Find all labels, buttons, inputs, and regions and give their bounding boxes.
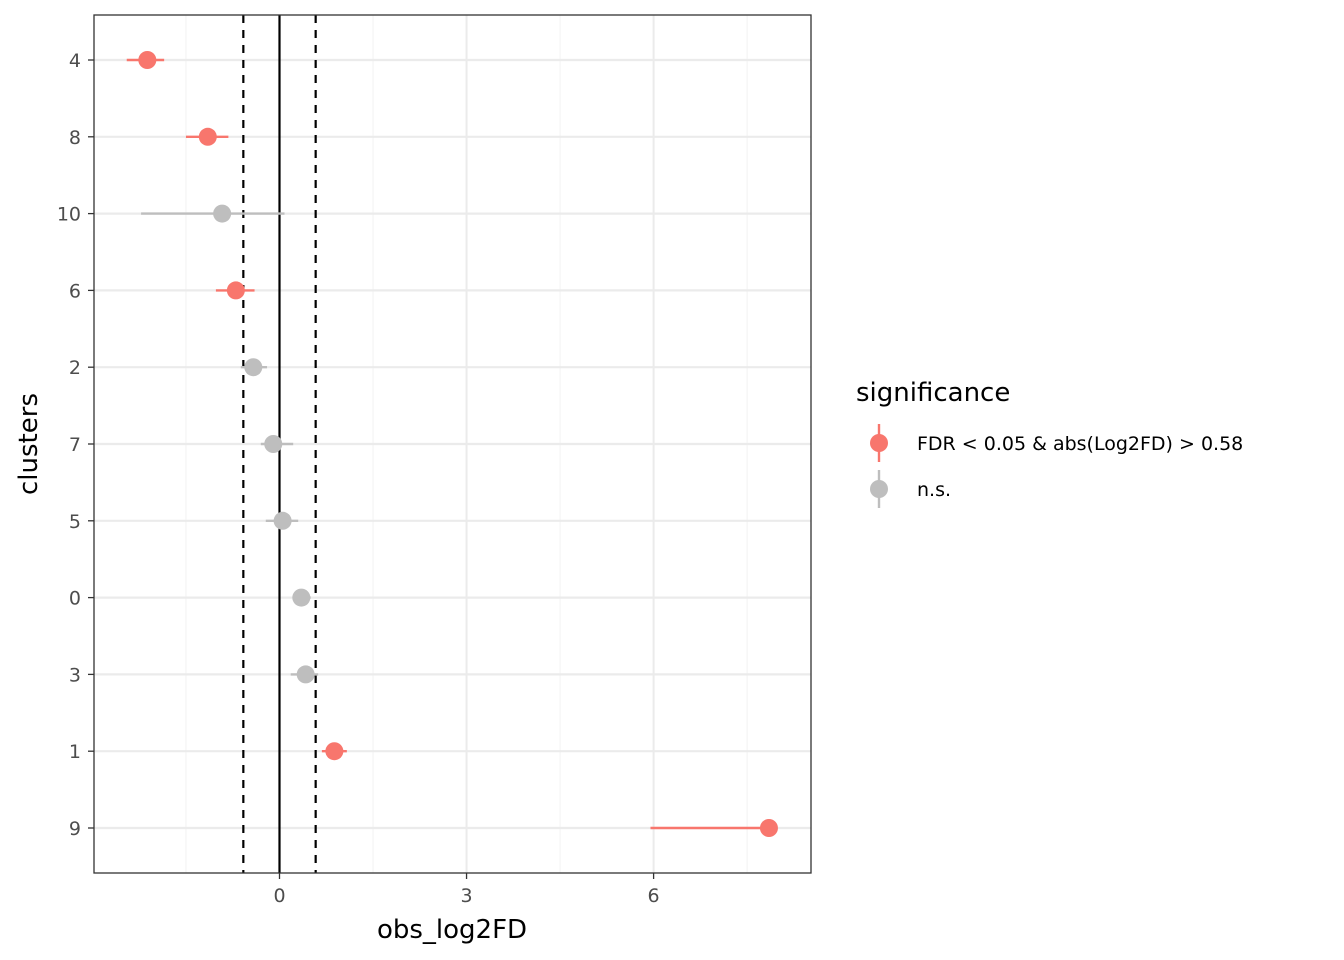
legend-entries: FDR < 0.05 & abs(Log2FD) > 0.58 n.s. <box>870 424 1243 508</box>
y-tick-label: 9 <box>69 818 81 840</box>
x-axis-title: obs_log2FD <box>377 915 527 945</box>
data-point <box>213 204 232 223</box>
y-tick-label: 8 <box>69 127 81 149</box>
y-tick-label: 7 <box>69 434 81 456</box>
y-tick-label: 2 <box>69 357 81 379</box>
y-tick-label: 1 <box>69 741 81 763</box>
y-tick-label: 3 <box>69 664 81 686</box>
y-tick-label: 6 <box>69 280 81 302</box>
legend-entry: n.s. <box>870 470 951 508</box>
y-tick-label: 5 <box>69 511 81 533</box>
y-tick-label: 0 <box>69 588 81 610</box>
data-point <box>264 435 283 453</box>
x-axis: 0 3 6 <box>273 873 660 907</box>
legend: significance FDR < 0.05 & abs(Log2FD) > … <box>856 378 1243 508</box>
data-point <box>198 127 217 146</box>
legend-key-point <box>870 480 888 498</box>
legend-label: FDR < 0.05 & abs(Log2FD) > 0.58 <box>917 433 1243 455</box>
legend-key-point <box>870 434 888 452</box>
data-point <box>292 588 311 607</box>
data-point <box>244 358 263 377</box>
y-axis: 4 8 10 6 2 7 5 0 3 1 9 <box>57 50 94 840</box>
data-point <box>226 281 245 300</box>
legend-title: significance <box>856 378 1010 408</box>
data-point <box>273 511 292 530</box>
y-tick-label: 10 <box>57 204 81 226</box>
data-point <box>325 742 344 761</box>
data-point <box>759 819 778 837</box>
legend-entry: FDR < 0.05 & abs(Log2FD) > 0.58 <box>870 424 1243 462</box>
y-tick-label: 4 <box>69 50 81 72</box>
x-tick-label: 0 <box>273 885 285 907</box>
data-point <box>296 665 315 684</box>
legend-label: n.s. <box>917 479 951 501</box>
data-point <box>138 51 157 69</box>
plot-panel <box>93 14 812 874</box>
x-tick-label: 6 <box>648 885 660 907</box>
x-tick-label: 3 <box>461 885 473 907</box>
y-axis-title: clusters <box>14 393 44 495</box>
